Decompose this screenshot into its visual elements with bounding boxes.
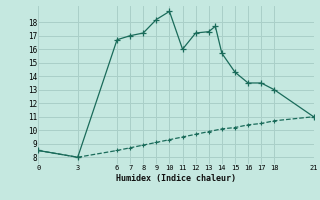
X-axis label: Humidex (Indice chaleur): Humidex (Indice chaleur): [116, 174, 236, 183]
